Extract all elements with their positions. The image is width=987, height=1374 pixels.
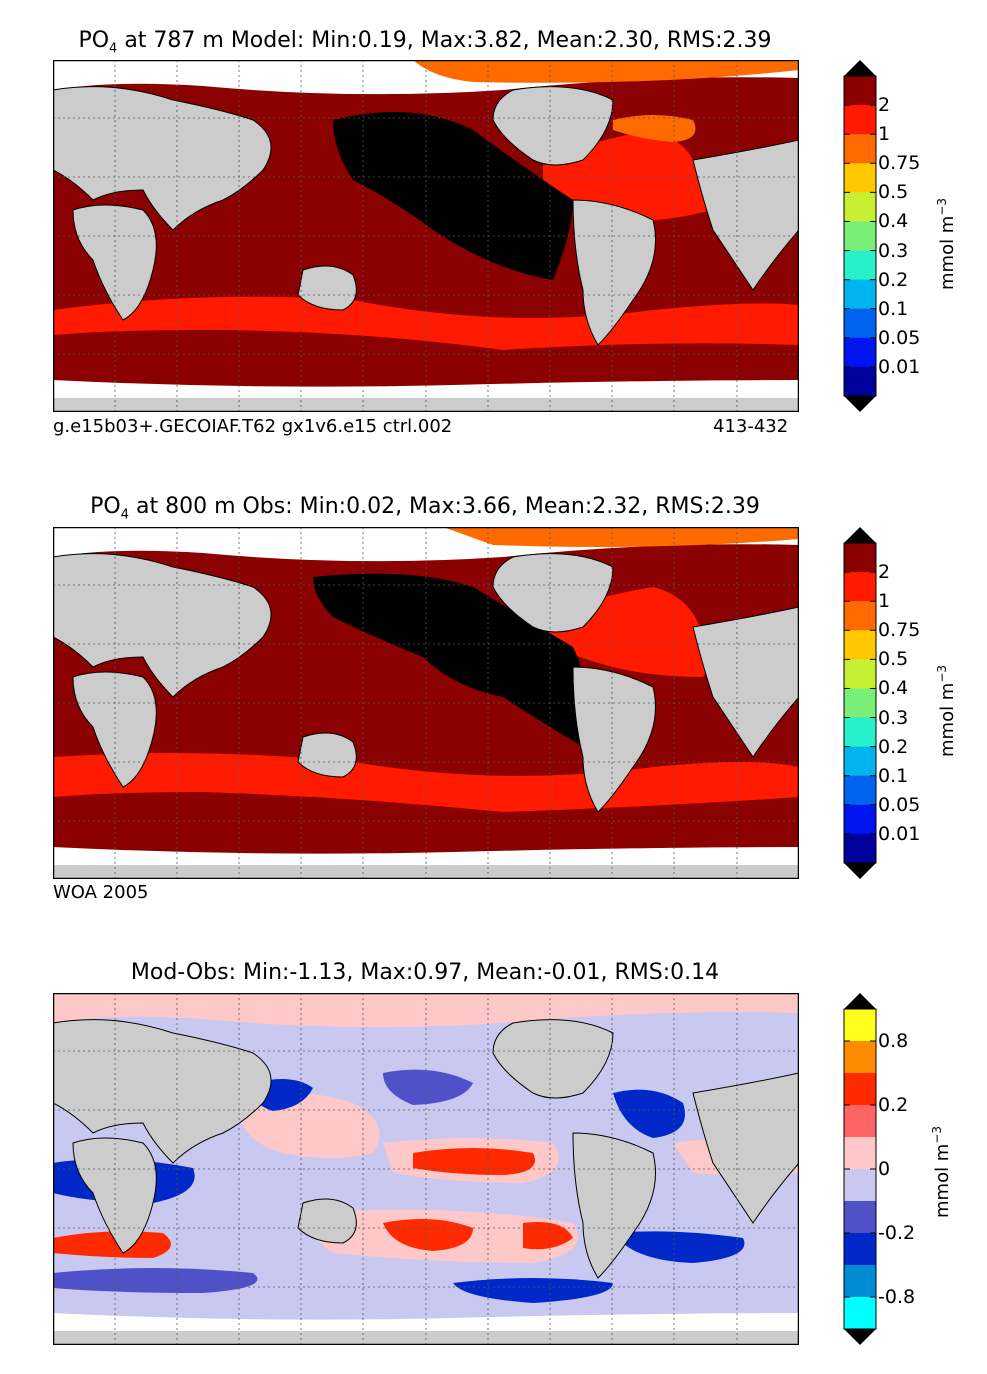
caption-left: g.e15b03+.GECOIAF.T62 gx1v6.e15 ctrl.002 <box>53 416 453 437</box>
colorbar-tick-label: 0.01 <box>878 355 921 378</box>
colorbar-segment <box>844 601 876 631</box>
colorbar-segment <box>844 308 876 339</box>
colorbar-segment <box>844 366 876 397</box>
colorbar-extend-min <box>844 1329 876 1345</box>
colorbar-extend-max <box>844 527 876 543</box>
colorbar-segment <box>844 775 876 806</box>
colorbar-segment <box>844 833 876 864</box>
colorbar-segment <box>844 1201 876 1234</box>
colorbar-unit: mmol m−3 <box>930 1125 953 1218</box>
colorbar-extend-min <box>844 863 876 879</box>
colorbar-segment <box>844 337 876 368</box>
colorbar-segment <box>844 1041 876 1074</box>
colorbar-tick-label: 2 <box>878 94 891 117</box>
colorbar-tick-label: 1 <box>878 590 891 613</box>
colorbar-tick-label: 0.1 <box>878 297 909 320</box>
colorbar-segment <box>844 250 876 281</box>
map-obs <box>53 527 799 879</box>
colorbar-segment <box>844 221 876 252</box>
colorbar-segment <box>844 1265 876 1298</box>
colorbar-tick-label: 0.75 <box>878 152 921 175</box>
colorbar-tick-label: 0.2 <box>878 735 909 758</box>
colorbar-unit: mmol m−3 <box>935 197 958 290</box>
colorbar-tick-label: -0.8 <box>878 1286 916 1308</box>
colorbar-extend-max <box>844 993 876 1009</box>
colorbar-tick-label: 0.01 <box>878 822 921 845</box>
colorbar-segment <box>844 1105 876 1138</box>
colorbar-unit: mmol m−3 <box>935 664 958 757</box>
colorbar-segment <box>844 163 876 193</box>
colorbar-segment <box>844 134 876 164</box>
colorbar-segment <box>844 746 876 777</box>
panel-title: Mod-Obs: Min:-1.13, Max:0.97, Mean:-0.01… <box>130 960 720 985</box>
colorbar-tick-label: 0.05 <box>878 793 921 816</box>
colorbar-tick-label: 0.75 <box>878 619 921 642</box>
colorbar-segment <box>844 105 876 135</box>
colorbar-tick-label: 0.5 <box>878 648 909 671</box>
caption-right: 413-432 <box>713 416 789 437</box>
colorbar-segment <box>844 1233 876 1266</box>
colorbar-segment <box>844 279 876 310</box>
colorbar-segment <box>844 717 876 748</box>
colorbar-segment <box>844 1297 876 1330</box>
panel-title: PO4 at 800 m Obs: Min:0.02, Max:3.66, Me… <box>90 494 760 523</box>
map-model <box>53 60 799 412</box>
colorbar-segment <box>844 76 876 106</box>
colorbar-tick-label: -0.2 <box>878 1222 916 1244</box>
colorbar-tick-label: 0.2 <box>878 268 909 291</box>
colorbar-tick-label: 0.4 <box>878 210 909 233</box>
colorbar-segment <box>844 630 876 660</box>
colorbar-tick-label: 0.3 <box>878 706 909 729</box>
colorbar-tick-label: 0.2 <box>878 1094 909 1116</box>
colorbar-segment <box>844 1169 876 1202</box>
colorbar-segment <box>844 1137 876 1170</box>
colorbar-tick-label: 0.5 <box>878 181 909 204</box>
colorbar-tick-label: 0.3 <box>878 239 909 262</box>
colorbar-segment <box>844 1073 876 1106</box>
colorbar-tick-label: 0.1 <box>878 764 909 787</box>
colorbar-extend-max <box>844 60 876 76</box>
colorbar-tick-label: 0 <box>878 1158 891 1180</box>
colorbar-extend-min <box>844 396 876 412</box>
colorbar-segment <box>844 804 876 835</box>
colorbar-segment <box>844 572 876 602</box>
map-diff <box>53 993 799 1345</box>
caption-left: WOA 2005 <box>53 882 149 903</box>
colorbar-segment <box>844 1009 876 1042</box>
colorbar-segment <box>844 659 876 689</box>
colorbar-segment <box>844 192 876 222</box>
colorbar-tick-label: 0.05 <box>878 326 921 349</box>
colorbar-segment <box>844 688 876 719</box>
colorbar-tick-label: 0.4 <box>878 677 909 700</box>
panel-title: PO4 at 787 m Model: Min:0.19, Max:3.82, … <box>78 28 772 57</box>
colorbar-segment <box>844 543 876 573</box>
colorbar-tick-label: 0.8 <box>878 1030 909 1052</box>
colorbar-tick-label: 1 <box>878 123 891 146</box>
colorbar-tick-label: 2 <box>878 561 891 584</box>
